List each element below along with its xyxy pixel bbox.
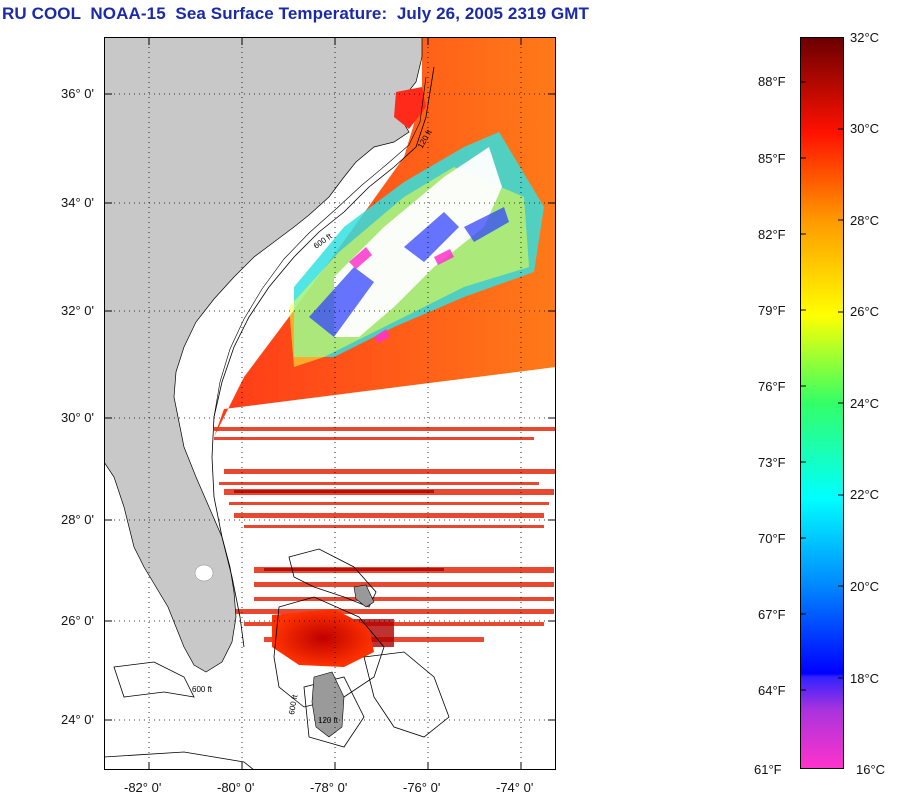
fahrenheit-label: 85°F	[758, 151, 786, 166]
fahrenheit-label: 79°F	[758, 303, 786, 318]
lon-label: -78° 0'	[310, 780, 348, 795]
celsius-label: 18°C	[850, 671, 880, 686]
lon-label: -74° 0'	[496, 780, 534, 795]
map-title: RU COOL NOAA-15 Sea Surface Temperature:…	[2, 4, 590, 23]
fahrenheit-label: 76°F	[758, 379, 786, 394]
celsius-label: 16°C	[856, 762, 886, 777]
lon-label: -80° 0'	[217, 780, 255, 795]
lat-label: 28° 0'	[61, 512, 94, 527]
lat-label: 26° 0'	[61, 613, 94, 628]
lat-label: 34° 0'	[61, 195, 94, 210]
fahrenheit-label: 73°F	[758, 455, 786, 470]
lon-label: -82° 0'	[124, 780, 162, 795]
celsius-label: 32°C	[850, 30, 880, 45]
celsius-label: 28°C	[850, 213, 880, 228]
map-ticks	[104, 37, 556, 770]
great-abaco-island	[353, 584, 375, 608]
celsius-label: 24°C	[850, 396, 880, 411]
fahrenheit-label: 82°F	[758, 227, 786, 242]
lon-label: -76° 0'	[403, 780, 441, 795]
shelf-contour-line-inner	[213, 76, 427, 418]
colorbar-gradient	[800, 37, 844, 769]
contour-label-5: 120 ft	[318, 716, 339, 725]
contour-label-4: 600 ft	[287, 693, 299, 715]
lat-label: 30° 0'	[61, 410, 94, 425]
land-us-east-coast	[104, 37, 423, 673]
pamlico-sound	[394, 87, 426, 129]
lat-lon-gridlines	[104, 37, 556, 770]
celsius-label: 22°C	[850, 487, 880, 502]
fahrenheit-label: 61°F	[754, 762, 782, 777]
map-border	[104, 37, 556, 770]
temperature-colorbar	[800, 37, 844, 769]
fahrenheit-label: 64°F	[758, 683, 786, 698]
andros-island	[311, 671, 345, 738]
lat-label: 24° 0'	[61, 712, 94, 727]
celsius-label: 26°C	[850, 304, 880, 319]
fahrenheit-label: 67°F	[758, 607, 786, 622]
colorbar-ticks	[800, 81, 844, 691]
lat-label: 36° 0'	[61, 86, 94, 101]
fahrenheit-label: 70°F	[758, 531, 786, 546]
lake-okeechobee	[194, 564, 214, 582]
sst-map: 600 ft 120 ft 600 ft 600 ft 120 ft	[104, 37, 556, 770]
bahamas-hotspot	[272, 609, 374, 667]
fahrenheit-label: 88°F	[758, 74, 786, 89]
blue-streaks	[309, 207, 509, 337]
celsius-label: 30°C	[850, 121, 880, 136]
lat-label: 32° 0'	[61, 303, 94, 318]
contour-label-3: 600 ft	[192, 685, 213, 694]
celsius-label: 20°C	[850, 579, 880, 594]
magenta-streaks	[349, 247, 454, 343]
bahamas-contours	[104, 548, 450, 770]
shelf-contour-line	[211, 66, 435, 648]
